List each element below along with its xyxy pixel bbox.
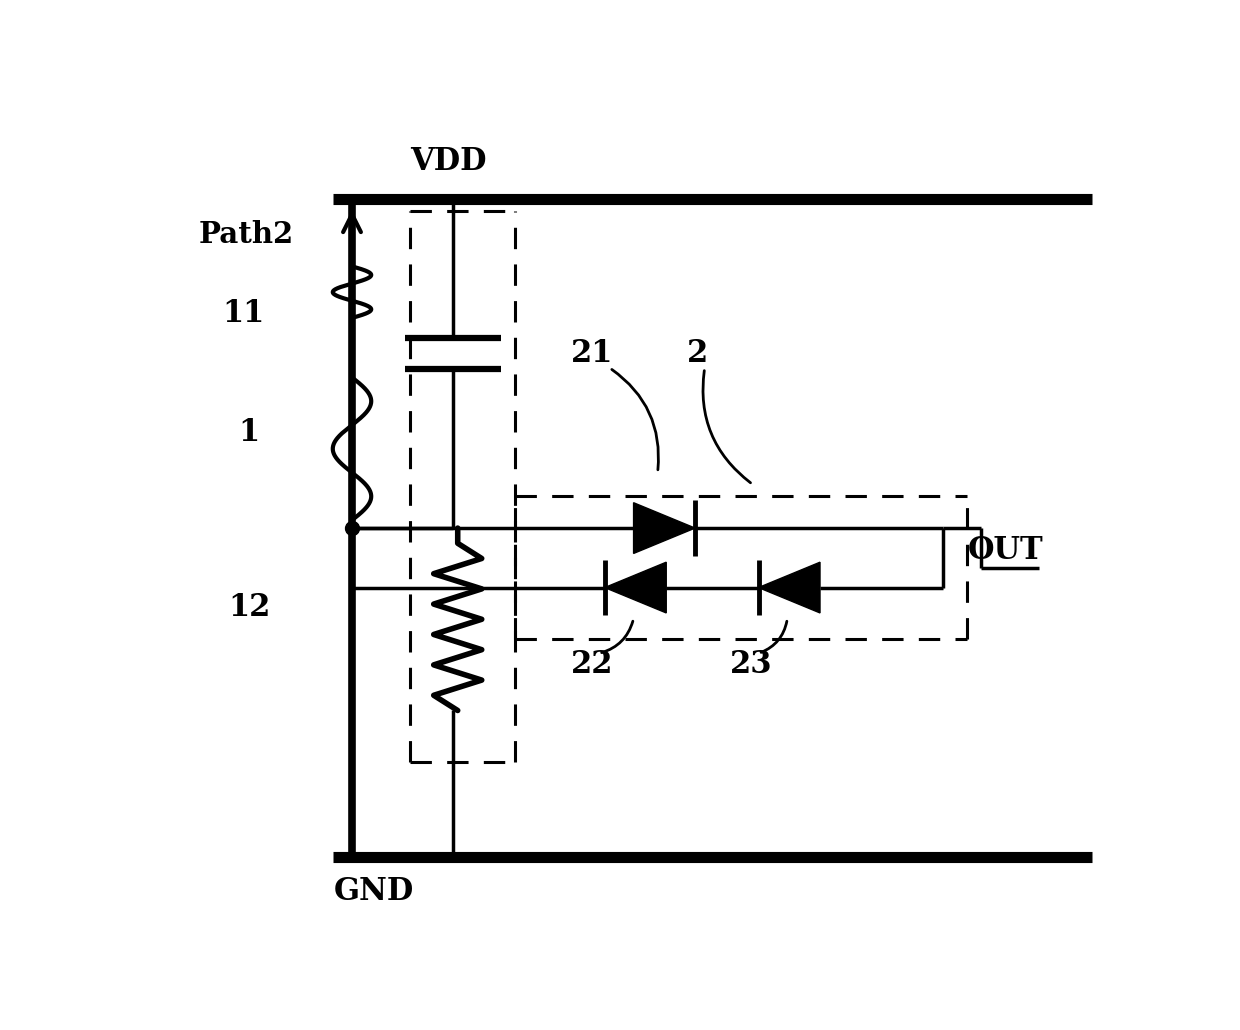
Polygon shape <box>759 562 820 613</box>
Text: Path2: Path2 <box>198 220 294 249</box>
Text: 23: 23 <box>729 649 773 680</box>
Polygon shape <box>605 562 666 613</box>
Text: VDD: VDD <box>410 146 486 177</box>
Text: 11: 11 <box>222 299 264 330</box>
Text: 22: 22 <box>570 649 614 680</box>
Text: 21: 21 <box>572 338 614 369</box>
Text: OUT: OUT <box>967 535 1043 565</box>
Text: 12: 12 <box>228 592 270 623</box>
Text: GND: GND <box>334 876 414 906</box>
Polygon shape <box>634 503 696 553</box>
Text: 2: 2 <box>687 338 708 369</box>
Text: 1: 1 <box>238 417 259 448</box>
